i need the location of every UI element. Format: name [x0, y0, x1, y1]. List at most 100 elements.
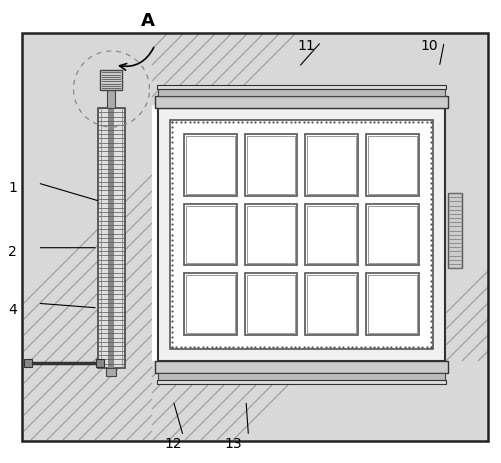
Point [387, 118, 395, 125]
Point [369, 343, 377, 350]
Bar [368, 206, 416, 263]
Point [295, 343, 303, 350]
Point [391, 343, 399, 350]
Point [295, 118, 303, 125]
Point [168, 302, 176, 310]
Point [426, 134, 434, 141]
Point [395, 343, 403, 350]
Point [282, 118, 290, 125]
Point [269, 118, 277, 125]
Point [426, 205, 434, 213]
Point [216, 118, 224, 125]
Point [417, 118, 425, 125]
Point [168, 164, 176, 172]
Point [426, 241, 434, 249]
Point [382, 118, 390, 125]
Point [422, 118, 430, 125]
Point [168, 307, 176, 315]
Point [365, 118, 373, 125]
Point [251, 118, 259, 125]
Point [334, 118, 342, 125]
Point [168, 200, 176, 207]
Point [426, 225, 434, 233]
Point [277, 343, 285, 350]
Point [189, 118, 197, 125]
Point [203, 343, 211, 350]
Point [282, 343, 290, 350]
Point [426, 149, 434, 156]
Bar [447, 193, 461, 268]
Bar [307, 275, 356, 333]
Point [168, 231, 176, 238]
Bar [157, 85, 445, 89]
Point [426, 215, 434, 223]
Point [417, 343, 425, 350]
Point [426, 180, 434, 187]
Point [168, 118, 176, 125]
Bar [152, 361, 487, 441]
Point [233, 343, 241, 350]
Bar [305, 134, 358, 196]
Point [168, 195, 176, 202]
Point [426, 328, 434, 335]
Bar [100, 70, 122, 90]
Point [426, 129, 434, 136]
Point [426, 333, 434, 340]
FancyArrowPatch shape [119, 48, 153, 70]
Point [290, 343, 298, 350]
Point [426, 159, 434, 167]
Bar [24, 359, 32, 367]
Bar [152, 33, 487, 105]
Point [325, 343, 333, 350]
Point [426, 154, 434, 162]
Point [168, 338, 176, 345]
Text: 11: 11 [297, 39, 315, 53]
Point [168, 282, 176, 289]
Point [374, 343, 382, 350]
Point [286, 118, 294, 125]
Bar [305, 204, 358, 265]
Point [207, 118, 215, 125]
Point [426, 169, 434, 177]
Point [356, 343, 364, 350]
Point [426, 257, 434, 264]
Point [286, 343, 294, 350]
Point [343, 343, 351, 350]
Point [426, 246, 434, 254]
Bar [108, 108, 114, 368]
Point [168, 190, 176, 197]
Point [168, 185, 176, 192]
Point [251, 343, 259, 350]
Point [382, 343, 390, 350]
Point [168, 180, 176, 187]
Bar [22, 33, 152, 441]
Point [426, 272, 434, 279]
Point [185, 343, 193, 350]
Bar [366, 204, 418, 265]
Point [224, 118, 232, 125]
Point [369, 118, 377, 125]
Point [168, 149, 176, 156]
Text: 10: 10 [419, 39, 437, 53]
Point [168, 292, 176, 300]
Point [426, 277, 434, 284]
Point [238, 343, 246, 350]
Text: 1: 1 [8, 181, 17, 194]
Point [387, 343, 395, 350]
Point [334, 343, 342, 350]
Point [168, 215, 176, 223]
Bar [170, 120, 432, 349]
Bar [368, 275, 416, 333]
Point [168, 144, 176, 151]
Bar [152, 361, 487, 441]
Point [308, 118, 316, 125]
Point [168, 257, 176, 264]
Point [168, 139, 176, 146]
Point [229, 118, 237, 125]
Point [168, 323, 176, 330]
Point [264, 343, 272, 350]
Point [198, 118, 206, 125]
Point [330, 118, 338, 125]
Point [343, 118, 351, 125]
Bar [246, 136, 295, 194]
